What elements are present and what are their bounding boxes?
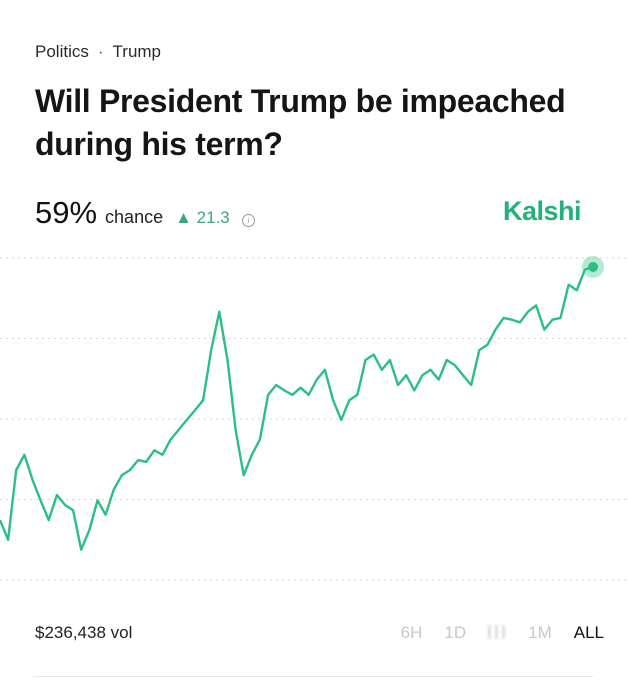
chance-label: chance <box>105 207 164 227</box>
timeframe-1m[interactable]: 1M <box>528 623 552 642</box>
breadcrumb-subcategory[interactable]: Trump <box>112 42 162 61</box>
timeframe-all[interactable]: ALL <box>573 623 604 642</box>
delta-value: 21.3 <box>196 208 230 227</box>
price-line <box>0 265 594 551</box>
market-title: Will President Trump be impeached during… <box>35 83 566 162</box>
kalshi-logo: Kalshi <box>503 196 582 226</box>
price-chart <box>0 255 628 581</box>
breadcrumb: Politics · Trump <box>35 42 161 62</box>
delta-change: ▲ 21.3 <box>175 208 230 228</box>
chart-grid <box>0 257 628 581</box>
probability-stat: 59% chance ▲ 21.3 i <box>35 195 255 231</box>
timeframe-selector: 6H 1D 1M ALL <box>379 623 604 643</box>
breadcrumb-category[interactable]: Politics <box>35 42 89 61</box>
timeframe-blurred[interactable] <box>488 625 507 639</box>
last-point-marker <box>588 261 598 272</box>
triangle-up-icon: ▲ <box>175 208 192 227</box>
volume-label: $236,438 vol <box>35 623 133 642</box>
info-icon[interactable]: i <box>241 214 255 227</box>
breadcrumb-separator: · <box>97 42 104 61</box>
timeframe-1d[interactable]: 1D <box>444 623 467 642</box>
divider <box>33 676 593 677</box>
timeframe-6h[interactable]: 6H <box>400 623 423 642</box>
probability-percent: 59% <box>35 195 98 230</box>
